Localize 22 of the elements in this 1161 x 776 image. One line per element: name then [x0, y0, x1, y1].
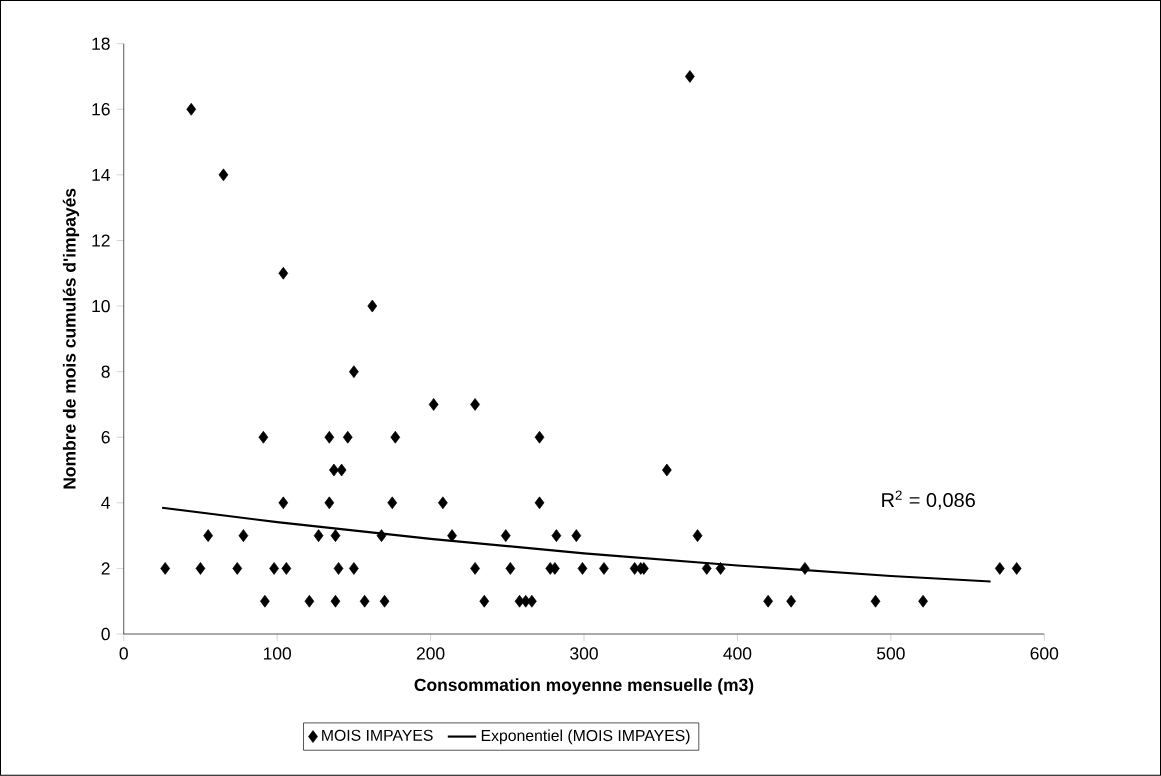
x-tick-label: 200 — [416, 647, 445, 660]
y-tick-label: 0 — [101, 627, 110, 641]
y-tick-label: 2 — [101, 562, 110, 575]
y-tick-label: 4 — [101, 496, 110, 509]
x-tick-label: 100 — [263, 647, 292, 660]
legend-label: MOIS IMPAYES — [322, 729, 433, 742]
y-tick-label: 8 — [101, 365, 110, 378]
y-tick-label: 18 — [92, 37, 110, 50]
y-tick-label: 16 — [92, 103, 110, 116]
x-tick-label: 0 — [119, 647, 128, 660]
y-axis-title: Nombre de mois cumulés d'impayés — [62, 188, 80, 489]
x-tick-label: 600 — [1030, 647, 1059, 660]
y-tick-label: 12 — [92, 234, 110, 247]
x-axis-title: Consommation moyenne mensuelle (m3) — [414, 678, 754, 695]
annotation: R$^{2}$ = 0,086 — [882, 490, 975, 510]
x-tick-label: 300 — [570, 647, 598, 660]
y-tick-label: 14 — [92, 168, 110, 181]
x-tick-label: 500 — [877, 647, 905, 660]
legend-label: Exponentiel (MOIS IMPAYES) — [481, 729, 690, 745]
x-tick-label: 400 — [723, 647, 752, 660]
y-tick-label: 10 — [92, 299, 110, 313]
y-tick-label: 6 — [101, 431, 110, 444]
